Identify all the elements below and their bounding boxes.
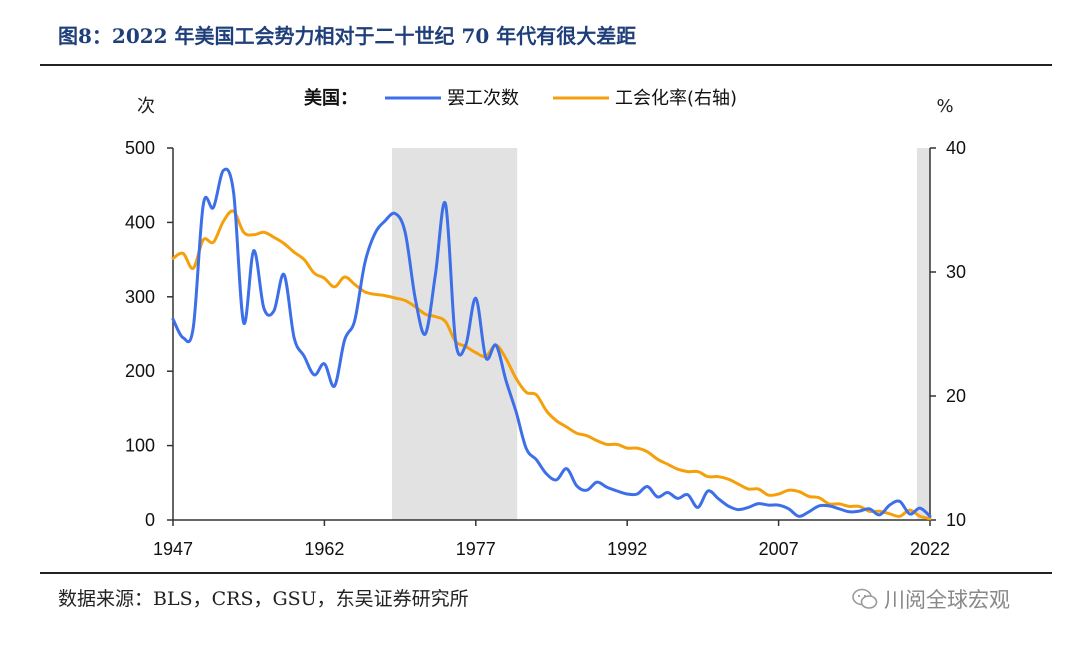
brand-watermark: 川阅全球宏观	[852, 584, 1010, 614]
wechat-icon	[852, 588, 878, 609]
legend: 美国： 罢工次数 工会化率(右轴)	[304, 87, 737, 109]
x-tick-label: 2022	[910, 539, 950, 559]
legend-label-1: 工会化率(右轴)	[615, 88, 737, 109]
y-left-tick-label: 0	[145, 510, 155, 530]
shaded-period-1	[916, 148, 930, 520]
x-tick-label: 1992	[607, 539, 647, 559]
x-tick-label: 2007	[759, 539, 799, 559]
left-axis-unit: 次	[137, 96, 155, 117]
y-right-tick-label: 20	[946, 386, 966, 406]
axes: 0 100 200 300 400 500 10 20 30 40 1947 1962 1977 1992…	[125, 96, 966, 559]
right-axis-unit: %	[936, 96, 953, 117]
top-rule	[40, 64, 1052, 66]
y-left-tick-label: 200	[125, 361, 155, 381]
brand-text: 川阅全球宏观	[884, 588, 1010, 612]
bottom-rule	[40, 572, 1052, 574]
y-left-tick-label: 500	[125, 138, 155, 158]
series-lines	[171, 167, 932, 521]
y-left-tick-label: 100	[125, 436, 155, 456]
series-line-strikes	[171, 167, 932, 518]
line-chart: 0 100 200 300 400 500 10 20 30 40 1947 1962 1977 1992…	[125, 87, 966, 559]
x-tick-label: 1947	[153, 539, 193, 559]
y-right-tick-label: 10	[946, 510, 966, 530]
chart-title: 图8：2022 年美国工会势力相对于二十世纪 70 年代有很大差距	[58, 24, 637, 48]
series-line-union-rate	[171, 209, 932, 521]
y-left-tick-label: 400	[125, 212, 155, 232]
y-right-tick-label: 30	[946, 262, 966, 282]
shaded-periods	[392, 148, 930, 520]
y-right-tick-label: 40	[946, 138, 966, 158]
y-left-tick-label: 300	[125, 287, 155, 307]
source-note: 数据来源：BLS，CRS，GSU，东吴证券研究所	[58, 588, 469, 610]
x-tick-label: 1977	[456, 539, 496, 559]
x-tick-label: 1962	[304, 539, 344, 559]
legend-label-0: 罢工次数	[447, 88, 519, 109]
legend-prefix: 美国：	[304, 87, 358, 109]
